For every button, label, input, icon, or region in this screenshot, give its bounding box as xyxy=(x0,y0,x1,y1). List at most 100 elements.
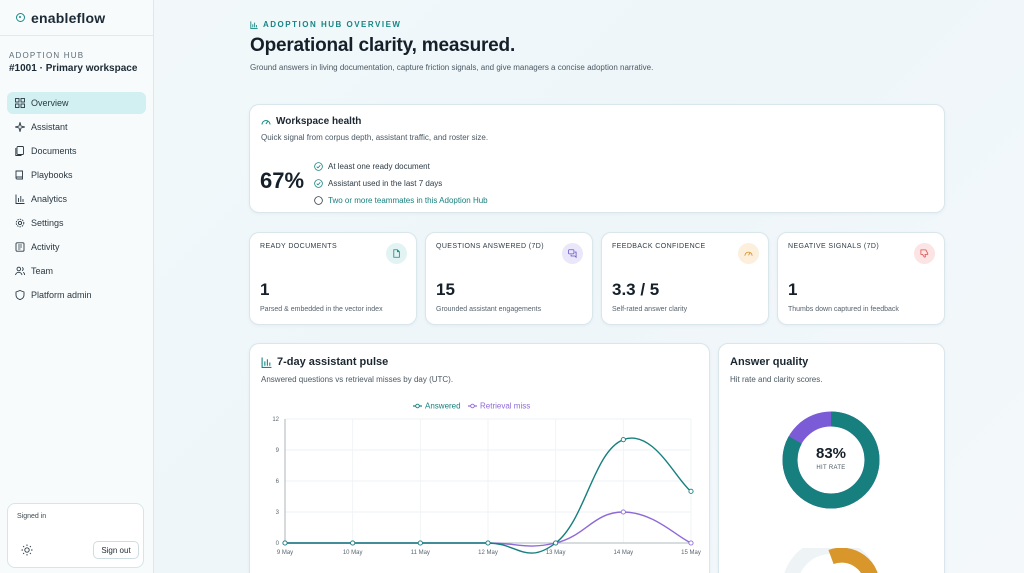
checklist-text: Assistant used in the last 7 days xyxy=(328,179,443,188)
stat-value: 3.3 / 5 xyxy=(612,280,660,299)
data-point xyxy=(350,540,356,546)
hit-rate-donut-chart xyxy=(782,411,880,509)
sidebar-nav: Overview Assistant Documents Playbooks A… xyxy=(7,92,146,308)
header-eyebrow: ADOPTION HUB OVERVIEW xyxy=(250,20,401,29)
x-tick-label: 13 May xyxy=(546,550,566,556)
sidebar-item-label: Activity xyxy=(31,242,60,252)
sidebar-item-documents[interactable]: Documents xyxy=(7,140,146,162)
sidebar-item-overview[interactable]: Overview xyxy=(7,92,146,114)
sidebar-item-label: Documents xyxy=(31,146,77,156)
stat-badge xyxy=(386,243,407,264)
bar-chart-icon xyxy=(250,20,258,29)
x-tick-label: 15 May xyxy=(681,550,701,556)
bar-chart-icon xyxy=(15,194,25,204)
clarity-donut-chart xyxy=(784,548,878,573)
legend-label: Retrieval miss xyxy=(480,402,530,411)
stat-label: READY DOCUMENTS xyxy=(260,243,338,250)
checklist-item: At least one ready document xyxy=(314,158,488,175)
workspace-eyebrow: ADOPTION HUB xyxy=(9,51,85,60)
stat-label: FEEDBACK CONFIDENCE xyxy=(612,243,706,250)
workspace-switcher[interactable]: ADOPTION HUB #1001 · Primary workspace xyxy=(0,36,153,80)
health-percent: 67% xyxy=(260,168,305,193)
stat-card-feedback-confidence: FEEDBACK CONFIDENCE 3.3 / 5 Self-rated a… xyxy=(601,232,769,325)
y-tick-label: 12 xyxy=(272,417,279,423)
book-icon xyxy=(15,170,23,180)
activity-icon xyxy=(15,242,25,252)
y-tick-label: 3 xyxy=(276,510,280,516)
sidebar-item-settings[interactable]: Settings xyxy=(7,212,146,234)
donut-hit-rate-segment xyxy=(782,411,880,509)
stat-caption: Parsed & embedded in the vector index xyxy=(260,306,383,313)
session-card: Signed in Sign out xyxy=(7,503,144,568)
pulse-line-chart: 0 3 6 9 12 9 May 10 May 11 May 12 May 13 May 14 Ma… xyxy=(272,402,701,557)
brand-name: enableflow xyxy=(31,9,106,26)
sidebar-item-analytics[interactable]: Analytics xyxy=(7,188,146,210)
checklist-item: Assistant used in the last 7 days xyxy=(314,175,488,192)
stat-label: QUESTIONS ANSWERED (7D) xyxy=(436,243,544,250)
x-tick-label: 9 May xyxy=(277,550,293,556)
stat-value: 1 xyxy=(260,280,270,299)
data-point xyxy=(620,509,626,515)
sparkle-icon xyxy=(15,122,25,132)
sign-out-button[interactable]: Sign out xyxy=(93,541,139,559)
brand[interactable]: enableflow xyxy=(0,0,153,36)
quality-title: Answer quality xyxy=(730,356,809,368)
sidebar-item-label: Overview xyxy=(31,98,69,108)
stat-value: 1 xyxy=(788,280,798,299)
pulse-description: Answered questions vs retrieval misses b… xyxy=(261,375,454,384)
sidebar-item-platform-admin[interactable]: Platform admin xyxy=(7,284,146,306)
stat-card-questions-answered: QUESTIONS ANSWERED (7D) 15 Grounded assi… xyxy=(425,232,593,325)
sidebar-item-assistant[interactable]: Assistant xyxy=(7,116,146,138)
data-point xyxy=(553,540,559,546)
data-point xyxy=(620,437,626,443)
y-tick-label: 9 xyxy=(276,448,280,454)
sidebar-item-team[interactable]: Team xyxy=(7,260,146,282)
health-header: Workspace health xyxy=(261,116,361,127)
hit-rate-donut: 83% HIT RATE xyxy=(781,410,881,510)
sun-icon[interactable] xyxy=(21,544,33,556)
page-title: Operational clarity, measured. xyxy=(250,35,516,56)
pulse-title: 7-day assistant pulse xyxy=(277,356,389,368)
answer-quality-card: Answer quality Hit rate and clarity scor… xyxy=(718,343,945,573)
assistant-pulse-card: 7-day assistant pulse Answered questions… xyxy=(249,343,710,573)
thumbs-down-icon xyxy=(920,249,929,258)
stat-badge xyxy=(738,243,759,264)
empty-circle-icon xyxy=(314,196,323,205)
checklist-item: Two or more teammates in this Adoption H… xyxy=(314,192,488,209)
data-point xyxy=(417,540,423,546)
sidebar-item-playbooks[interactable]: Playbooks xyxy=(7,164,146,186)
gauge-icon xyxy=(261,119,271,125)
clarity-score-segment xyxy=(828,548,878,573)
legend-marker xyxy=(470,403,475,409)
sidebar: enableflow ADOPTION HUB #1001 · Primary … xyxy=(0,0,154,573)
x-tick-label: 11 May xyxy=(411,550,430,556)
eyebrow-text: ADOPTION HUB OVERVIEW xyxy=(263,20,402,29)
workspace-health-card: Workspace health Quick signal from corpu… xyxy=(249,104,945,213)
hit-rate-label: HIT RATE xyxy=(816,465,846,471)
stat-value: 15 xyxy=(436,280,455,299)
signed-in-label: Signed in xyxy=(17,513,47,520)
legend-label: Answered xyxy=(425,402,461,411)
bar-chart-icon xyxy=(261,357,272,368)
document-icon xyxy=(393,249,400,258)
checklist-text: At least one ready document xyxy=(328,162,430,171)
y-tick-label: 0 xyxy=(276,541,280,547)
stat-caption: Thumbs down captured in feedback xyxy=(788,306,899,313)
quality-description: Hit rate and clarity scores. xyxy=(730,375,823,384)
sidebar-item-label: Team xyxy=(31,266,54,276)
shield-icon xyxy=(15,290,25,300)
users-icon xyxy=(15,266,25,276)
health-title: Workspace health xyxy=(276,116,362,127)
hit-rate-value: 83% xyxy=(815,445,847,462)
documents-icon xyxy=(15,146,24,156)
y-tick-label: 6 xyxy=(276,479,280,485)
stat-caption: Grounded assistant engagements xyxy=(436,306,542,313)
data-point xyxy=(282,540,288,546)
data-point xyxy=(688,540,694,546)
sidebar-item-activity[interactable]: Activity xyxy=(7,236,146,258)
check-circle-icon xyxy=(314,179,323,188)
gear-icon xyxy=(15,218,25,228)
legend-marker xyxy=(415,403,420,409)
sidebar-item-label: Settings xyxy=(31,218,64,228)
sidebar-item-label: Platform admin xyxy=(31,290,92,300)
